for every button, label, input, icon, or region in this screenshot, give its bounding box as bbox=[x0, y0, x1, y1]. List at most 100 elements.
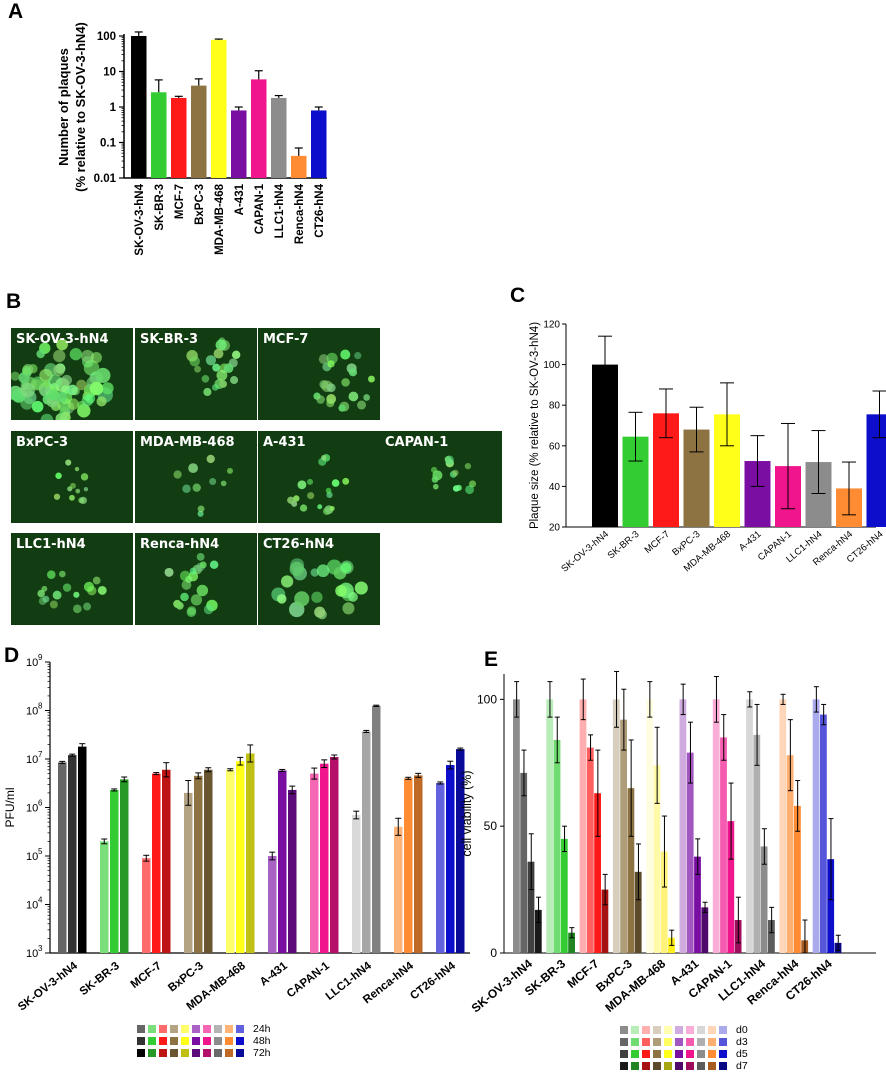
d-y-tick-exponent: 7 bbox=[38, 750, 43, 759]
legend-swatch bbox=[697, 1062, 705, 1070]
micrograph-label: Renca-hN4 bbox=[140, 537, 220, 552]
fluorescent-cell bbox=[53, 493, 61, 500]
fluorescent-cell bbox=[335, 585, 347, 597]
e-bar-a-431-d7 bbox=[701, 907, 709, 953]
fluorescent-cell bbox=[465, 485, 474, 495]
legend-swatch bbox=[137, 1049, 145, 1057]
a-bar-mcf-7 bbox=[171, 97, 187, 178]
fluorescent-cell bbox=[363, 394, 370, 401]
d-bar-mcf-7-24h bbox=[142, 858, 151, 953]
d-y-tick-exponent: 8 bbox=[38, 702, 43, 711]
d-y-tick-exponent: 5 bbox=[38, 847, 43, 856]
c-y-axis-label: Plaque size (% relative to SK-OV-3-hN4) bbox=[529, 322, 541, 529]
d-y-tick-exponent: 6 bbox=[38, 799, 43, 808]
fluorescent-cell bbox=[205, 355, 217, 366]
e-bar-a-431-d5 bbox=[694, 856, 701, 953]
fluorescent-cell bbox=[452, 485, 460, 492]
a-x-tick-label: BxPC-3 bbox=[194, 184, 206, 225]
d-bar-mda-mb-468-72h bbox=[246, 753, 255, 953]
fluorescent-cell bbox=[203, 604, 214, 615]
legend-swatch bbox=[664, 1038, 672, 1046]
a-x-tick-label: CAPAN-1 bbox=[254, 183, 266, 234]
fluorescent-cell bbox=[316, 395, 325, 404]
fluorescent-cell bbox=[293, 495, 300, 502]
a-y-axis-label: (% relative to SK-OV-3-hN4) bbox=[73, 22, 88, 192]
a-x-tick-label: A-431 bbox=[234, 183, 246, 215]
d-bar-sk-ov-3-hn4-24h bbox=[58, 762, 67, 953]
a-y-tick-label: 1 bbox=[110, 102, 117, 114]
a-bar-ct26-hn4 bbox=[311, 110, 327, 178]
fluorescent-cell bbox=[79, 496, 87, 505]
a-x-tick-label: Renca-hN4 bbox=[294, 183, 306, 244]
fluorescent-cell bbox=[194, 365, 201, 373]
fluorescent-cell bbox=[11, 371, 20, 381]
legend-e-d7: d7 bbox=[736, 1060, 748, 1072]
legend-swatch bbox=[642, 1050, 650, 1058]
e-bar-bxpc-3-d3 bbox=[620, 719, 627, 953]
fluorescent-cell bbox=[175, 601, 184, 610]
fluorescent-cell bbox=[203, 387, 212, 397]
e-bar-mda-mb-468-d5 bbox=[660, 851, 668, 953]
e-bar-sk-br-3-d3 bbox=[553, 739, 561, 953]
fluorescent-cell bbox=[42, 595, 50, 603]
fluorescent-cell bbox=[21, 365, 32, 376]
d-bar-bxpc-3-24h bbox=[184, 792, 193, 953]
legend-swatch bbox=[148, 1049, 156, 1057]
micrograph-image bbox=[258, 328, 380, 420]
legend-swatch bbox=[170, 1037, 178, 1045]
fluorescent-cell bbox=[73, 591, 80, 598]
d-bar-capan-1-24h bbox=[310, 773, 319, 953]
e-bar-sk-br-3-d0 bbox=[546, 699, 554, 953]
fluorescent-cell bbox=[53, 364, 65, 377]
d-bar-sk-ov-3-hn4-48h bbox=[68, 755, 77, 953]
a-y-tick-label: 0.01 bbox=[94, 173, 117, 185]
c-y-tick-label: 20 bbox=[549, 523, 561, 534]
micrograph-sk-ov-3-hn4: SK-OV-3-hN4 bbox=[11, 328, 133, 420]
a-bar-bxpc-3 bbox=[191, 85, 207, 178]
legend-swatch bbox=[631, 1050, 639, 1058]
d-bar-renca-hn4-24h bbox=[394, 826, 403, 953]
fluorescent-cell bbox=[182, 484, 191, 493]
fluorescent-cell bbox=[173, 470, 182, 479]
fluorescent-cell bbox=[199, 561, 207, 569]
e-y-axis-label: cell viability (%) bbox=[460, 770, 474, 856]
fluorescent-cell bbox=[354, 351, 362, 360]
fluorescent-cell bbox=[189, 567, 197, 575]
legend-swatch bbox=[620, 1026, 628, 1034]
micrograph-image bbox=[11, 431, 133, 523]
fluorescent-cell bbox=[65, 459, 72, 466]
legend-swatch bbox=[719, 1026, 727, 1034]
micrograph-ct26-hn4: CT26-hN4 bbox=[258, 533, 380, 625]
legend-d-24h: 24h bbox=[253, 1023, 271, 1035]
e-y-tick-label: 50 bbox=[484, 819, 498, 833]
d-bar-mcf-7-72h bbox=[162, 769, 171, 953]
fluorescent-cell bbox=[230, 376, 239, 385]
fluorescent-cell bbox=[206, 454, 215, 464]
legend-swatch bbox=[236, 1037, 244, 1045]
fluorescent-cell bbox=[36, 349, 45, 359]
panel-letter-e: E bbox=[484, 648, 499, 671]
e-bar-mda-mb-468-d0 bbox=[646, 699, 653, 953]
d-bar-ct26-hn4-72h bbox=[456, 749, 465, 953]
fluorescent-cell bbox=[341, 378, 350, 387]
e-bar-capan-1-d0 bbox=[712, 699, 720, 953]
micrograph-a-431: A-431 bbox=[258, 431, 380, 523]
micrograph-label: MCF-7 bbox=[263, 332, 309, 347]
e-bar-sk-br-3-d7 bbox=[568, 932, 575, 953]
d-bar-renca-hn4-48h bbox=[404, 778, 413, 953]
d-bar-mda-mb-468-48h bbox=[236, 761, 245, 953]
e-bar-llc1-hn4-d0 bbox=[746, 699, 753, 953]
fluorescent-cell bbox=[348, 592, 358, 602]
fluorescent-cell bbox=[326, 383, 336, 393]
d-y-tick-label: 10 bbox=[26, 754, 38, 766]
fluorescent-cell bbox=[81, 349, 95, 363]
a-y-axis-label: Number of plaques bbox=[56, 48, 71, 166]
micrograph-label: MDA-MB-468 bbox=[140, 435, 235, 450]
a-x-tick-label: CT26-hN4 bbox=[314, 183, 326, 237]
a-x-tick-label: LLC1-hN4 bbox=[274, 183, 286, 238]
fluorescent-cell bbox=[342, 602, 355, 615]
fluorescent-cell bbox=[216, 369, 228, 381]
a-y-tick-label: 0.1 bbox=[100, 138, 117, 150]
fluorescent-cell bbox=[219, 380, 228, 388]
